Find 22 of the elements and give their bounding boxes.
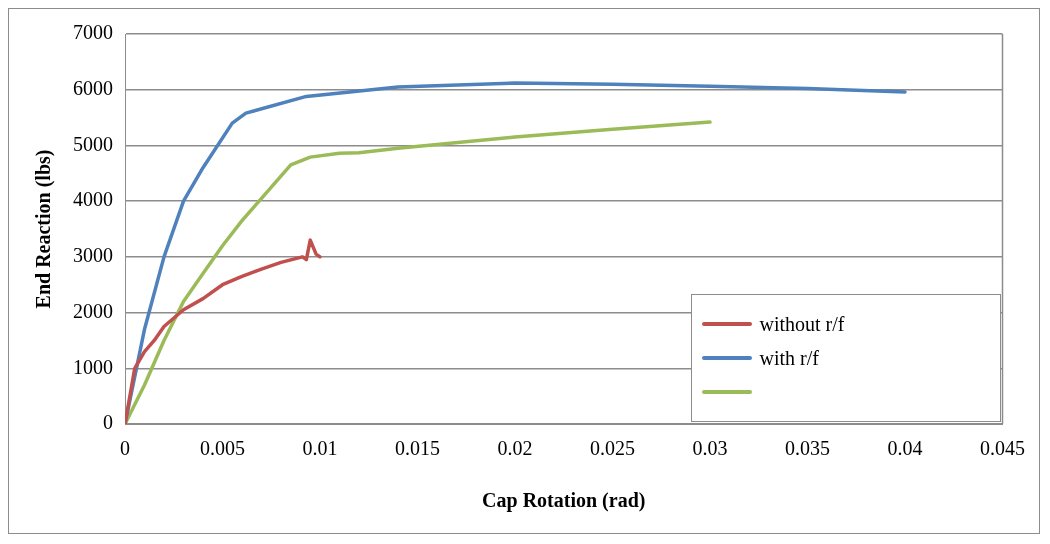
legend-label: without r/f [759,312,845,336]
y-tick-label: 3000 [73,244,113,267]
x-tick-label: 0.01 [302,437,338,460]
y-tick-label: 2000 [73,299,113,322]
x-tick-label: 0.025 [590,437,635,460]
x-tick-label: 0.02 [497,437,533,460]
x-tick-label: 0.035 [785,437,830,460]
y-tick-label: 5000 [73,132,113,155]
y-axis-title: End Reaction (lbs) [32,149,56,309]
x-tick-label: 0.015 [395,437,440,460]
y-tick-label: 4000 [73,188,113,211]
y-tick-label: 0 [103,411,113,434]
x-axis-title: Cap Rotation (rad) [482,489,646,513]
x-tick-label: 0.03 [692,437,728,460]
legend-label: with r/f [759,346,819,370]
x-tick-label: 0.045 [980,437,1025,460]
y-tick-label: 7000 [73,21,113,44]
y-tick-label: 6000 [73,76,113,99]
x-tick-label: 0.005 [200,437,245,460]
y-tick-label: 1000 [73,355,113,378]
x-tick-label: 0 [120,437,130,460]
x-tick-label: 0.04 [887,437,923,460]
